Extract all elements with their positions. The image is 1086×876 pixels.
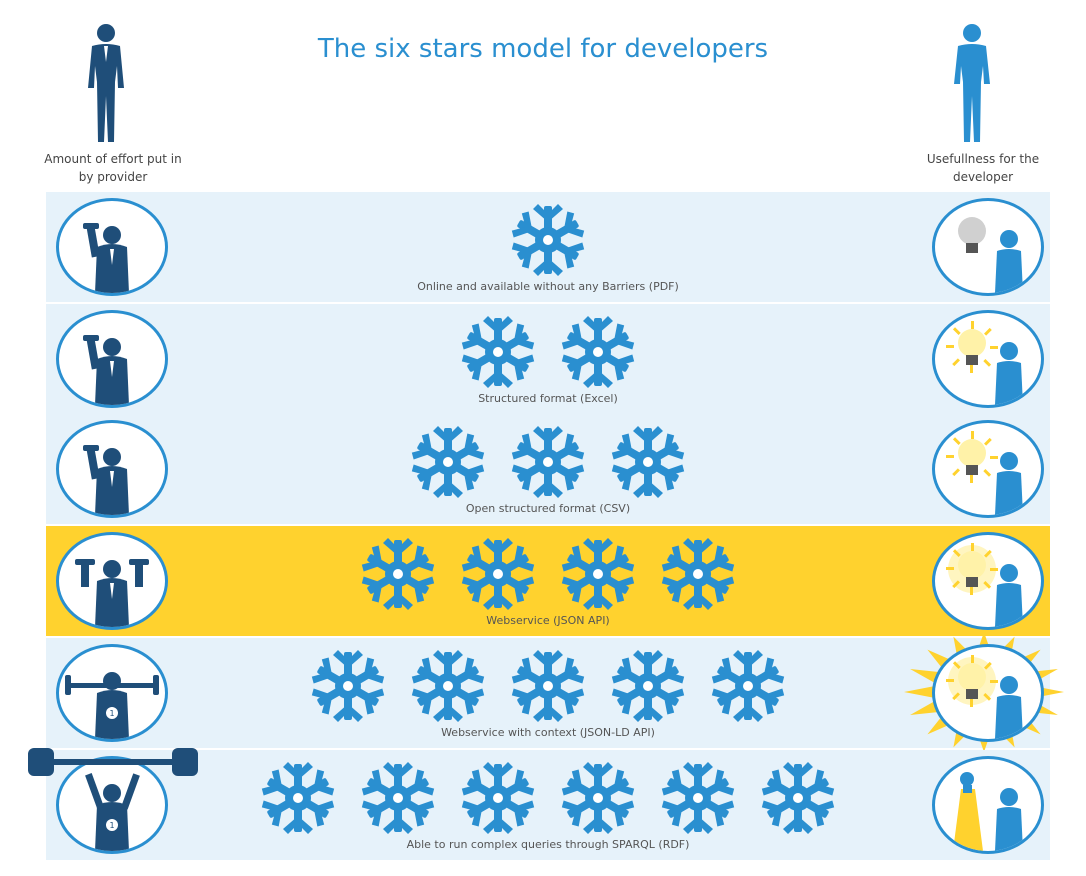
snowflake-star-icon [604, 422, 692, 502]
weightlifter-icon [56, 532, 168, 630]
developer-lightbulb-icon [932, 310, 1044, 408]
snowflake-star-icon [404, 646, 492, 726]
weightlifter-icon [56, 420, 168, 518]
snowflake-star-icon [454, 534, 542, 614]
weightlifter-icon [56, 310, 168, 408]
developer-figure-icon [948, 22, 996, 148]
snowflake-star-icon [454, 758, 542, 838]
weightlifter-icon [56, 198, 168, 296]
snowflake-star-icon [354, 534, 442, 614]
usefulness-axis-label: Usefullness for the developer [926, 152, 1040, 184]
svg-text:1: 1 [109, 821, 114, 830]
star-group [46, 422, 1050, 502]
star-group [46, 758, 1050, 838]
snowflake-star-icon [554, 312, 642, 392]
snowflake-star-icon [704, 646, 792, 726]
provider-figure-icon [82, 22, 130, 148]
barbell-icon [28, 742, 198, 786]
star-level-label: Structured format (Excel) [478, 392, 618, 405]
star-level-label: Webservice with context (JSON-LD API) [441, 726, 655, 739]
developer-lightbulb-icon [932, 532, 1044, 630]
snowflake-star-icon [354, 758, 442, 838]
weightlifter-icon: 1 [56, 644, 168, 742]
star-level-row: Online and available without any Barrier… [46, 192, 1050, 304]
star-group [46, 312, 1050, 392]
effort-axis-label: Amount of effort put in by provider [44, 152, 182, 184]
snowflake-star-icon [404, 422, 492, 502]
snowflake-star-icon [504, 422, 592, 502]
snowflake-star-icon [504, 646, 592, 726]
weightlifter-icon: 1 [56, 756, 168, 854]
star-group [46, 200, 1050, 280]
developer-lightbulb-icon [932, 420, 1044, 518]
star-group [46, 534, 1050, 614]
star-level-label: Able to run complex queries through SPAR… [406, 838, 690, 851]
snowflake-star-icon [454, 312, 542, 392]
snowflake-star-icon [604, 646, 692, 726]
svg-text:1: 1 [109, 709, 114, 718]
snowflake-star-icon [554, 758, 642, 838]
developer-lightbulb-icon [932, 198, 1044, 296]
star-level-label: Online and available without any Barrier… [417, 280, 679, 293]
diagram-title: The six stars model for developers [317, 34, 769, 64]
star-level-row: Able to run complex queries through SPAR… [28, 748, 1050, 862]
snowflake-star-icon [504, 200, 592, 280]
developer-lightbulb-icon [932, 644, 1044, 742]
snowflake-star-icon [654, 534, 742, 614]
developer-lightbulb-icon [932, 756, 1044, 854]
snowflake-star-icon [254, 758, 342, 838]
star-level-row: Webservice (JSON API) [46, 526, 1050, 638]
star-level-label: Webservice (JSON API) [486, 614, 610, 627]
snowflake-star-icon [754, 758, 842, 838]
star-group [46, 646, 1050, 726]
star-level-row: Webservice with context (JSON-LD API) 1 [46, 632, 1064, 752]
star-level-row: Open structured format (CSV) [46, 414, 1050, 526]
snowflake-star-icon [654, 758, 742, 838]
star-level-label: Open structured format (CSV) [465, 502, 631, 515]
snowflake-star-icon [554, 534, 642, 614]
star-level-row: Structured format (Excel) [46, 304, 1050, 416]
snowflake-star-icon [304, 646, 392, 726]
